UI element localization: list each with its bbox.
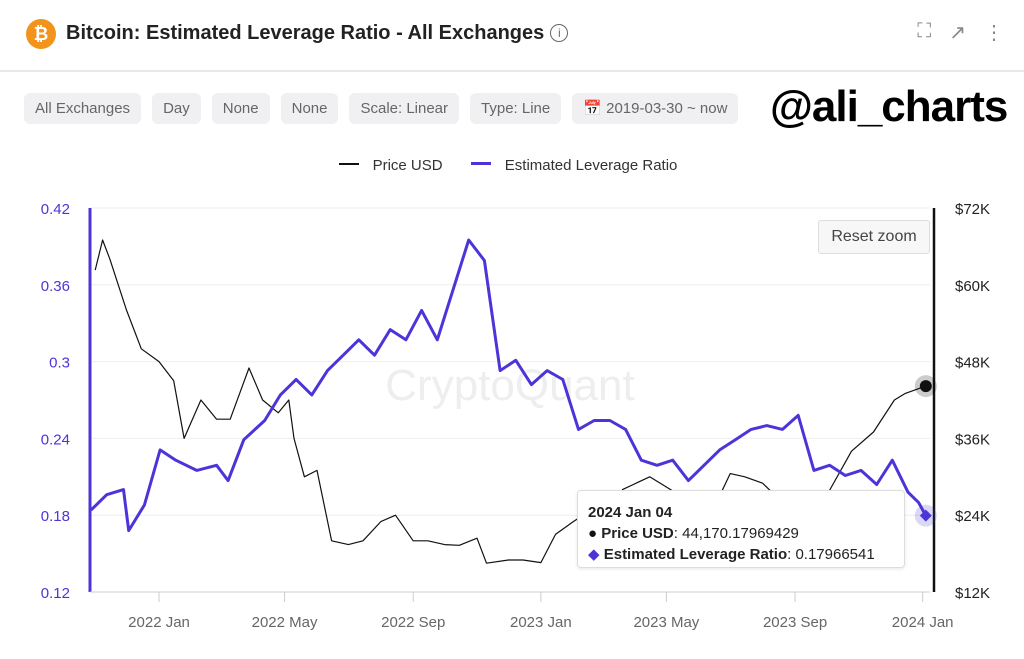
reset-zoom-button[interactable]: Reset zoom xyxy=(818,220,930,254)
price-series-line xyxy=(94,239,927,564)
leverage-hover-marker xyxy=(919,509,932,522)
y-right-tick-label: $48K xyxy=(955,355,990,372)
info-icon[interactable]: i xyxy=(550,24,569,42)
y-right-tick-label: $12K xyxy=(955,585,990,602)
leverage-series-line xyxy=(89,238,928,533)
tooltip: 2024 Jan 04 ● Price USD: 44,170.17969429… xyxy=(577,490,905,568)
moving-average-filter[interactable]: None xyxy=(211,93,270,124)
secondary-filter[interactable]: None xyxy=(280,93,339,124)
y-right-tick-label: $36K xyxy=(955,431,990,448)
price-hover-marker xyxy=(919,380,932,393)
y-left-tick-label: 0.36 xyxy=(41,278,70,295)
fullscreen-icon[interactable]: ⛶ xyxy=(917,20,932,42)
type-filter[interactable]: Type: Line xyxy=(470,93,562,124)
x-tick-label: 2023 Jan xyxy=(510,614,572,631)
page-title: Bitcoin: Estimated Leverage Ratio - All … xyxy=(66,22,569,45)
bitcoin-logo: ₿ xyxy=(26,19,56,49)
x-tick-label: 2023 Sep xyxy=(763,614,827,631)
interval-filter[interactable]: Day xyxy=(152,93,201,124)
y-left-tick-label: 0.3 xyxy=(49,355,70,372)
y-right-tick-label: $60K xyxy=(955,278,990,295)
external-link-icon[interactable]: ↗ xyxy=(949,22,966,44)
y-right-tick-label: $24K xyxy=(955,508,990,525)
header: ₿ Bitcoin: Estimated Leverage Ratio - Al… xyxy=(0,0,1024,72)
scale-filter[interactable]: Scale: Linear xyxy=(349,93,460,124)
exchange-filter[interactable]: All Exchanges xyxy=(24,93,142,124)
y-right-tick-label: $72K xyxy=(955,201,990,218)
legend-leverage[interactable]: Estimated Leverage Ratio xyxy=(470,157,686,174)
x-tick-label: 2023 May xyxy=(633,614,699,631)
watermark: CryptoQuant xyxy=(385,361,634,410)
filter-bar: All Exchanges Day None None Scale: Linea… xyxy=(24,93,739,124)
y-left-tick-label: 0.12 xyxy=(41,585,70,602)
x-tick-label: 2022 Jan xyxy=(128,614,190,631)
y-left-tick-label: 0.18 xyxy=(41,508,70,525)
brand-watermark: @ali_charts xyxy=(770,82,1008,131)
x-tick-label: 2022 Sep xyxy=(381,614,445,631)
x-tick-label: 2022 May xyxy=(252,614,318,631)
legend: Price USD Estimated Leverage Ratio xyxy=(0,157,1024,174)
y-left-tick-label: 0.42 xyxy=(41,201,70,218)
calendar-icon: 📅 xyxy=(583,100,607,117)
more-vertical-icon[interactable]: ⋮ xyxy=(984,22,1004,44)
y-left-tick-label: 0.24 xyxy=(41,431,70,448)
legend-price[interactable]: Price USD xyxy=(338,157,451,174)
date-range-filter[interactable]: 📅 2019-03-30 ~ now xyxy=(572,93,739,124)
x-tick-label: 2024 Jan xyxy=(892,614,954,631)
